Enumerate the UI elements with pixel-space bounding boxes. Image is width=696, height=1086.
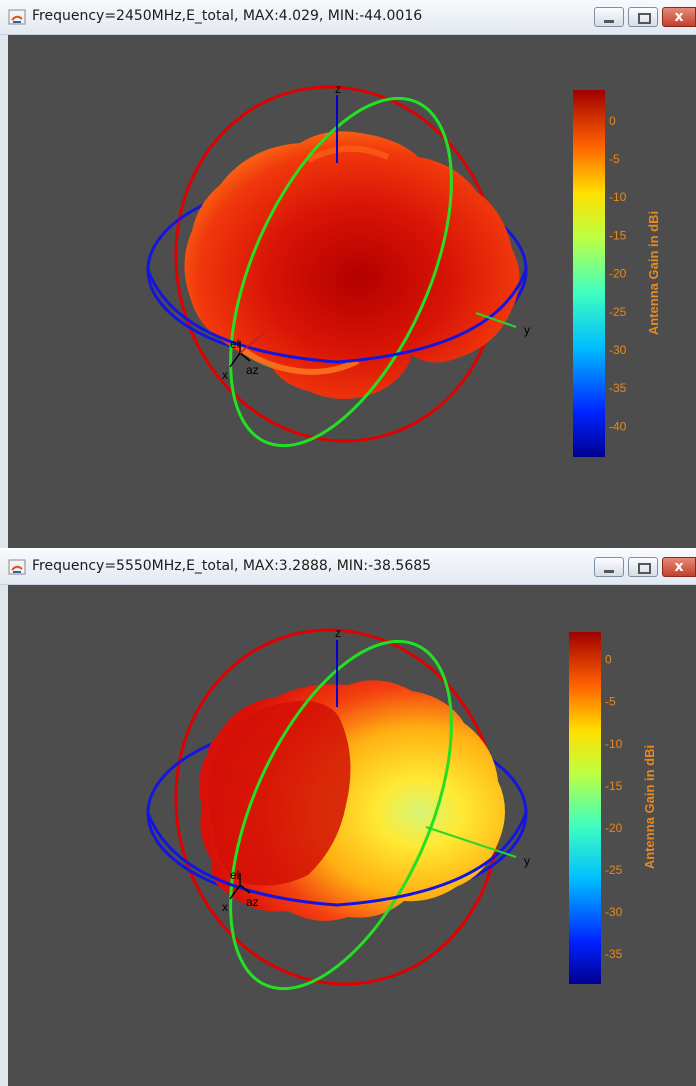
surface-lobe <box>306 145 390 163</box>
close-icon: x <box>674 559 684 575</box>
colorbar-tick-label: 0 <box>609 114 616 128</box>
az-label: az <box>246 363 259 377</box>
green-elevation-ring <box>229 639 453 991</box>
z-axis-label: z <box>335 626 341 640</box>
triad-pointer <box>239 330 267 354</box>
el-label: el <box>230 868 239 882</box>
colorbar-tick-label: -5 <box>609 152 620 166</box>
colorbar-tick-label: -15 <box>605 779 623 793</box>
java-app-icon <box>8 559 26 575</box>
colorbar-tick-label: -10 <box>609 190 627 204</box>
radiation-pattern-surface <box>184 131 520 399</box>
colorbar <box>569 632 601 984</box>
z-axis-label: z <box>335 82 341 96</box>
el-label: el <box>230 337 239 351</box>
colorbar-tick-label: -30 <box>609 343 627 357</box>
colorbar-tick-label: -35 <box>605 947 623 961</box>
colorbar-tick-label: 0 <box>605 653 612 667</box>
colorbar-tick-label: -5 <box>605 695 616 709</box>
colorbar-tick-label: -10 <box>605 737 623 751</box>
close-button[interactable]: x <box>662 557 696 577</box>
plot-canvas[interactable]: z y el x az 0 -5 -10 -15 -20 -25 -30 -35 Antenn… <box>8 585 696 1086</box>
y-axis <box>425 826 517 858</box>
colorbar-ticks: 0 -5 -10 -15 -20 -25 -30 -35 <box>605 653 623 961</box>
colorbar-tick-label: -20 <box>609 267 627 281</box>
colorbar-label: Antenna Gain in dBi <box>646 211 661 335</box>
radiation-pattern-plot[interactable]: z y el x az 0 -5 -10 -15 -20 -25 -30 -35 Antenn… <box>8 585 696 1086</box>
radiation-pattern-window-2450: Frequency=2450MHz,E_total, MAX:4.029, MI… <box>0 0 696 548</box>
window-title: Frequency=5550MHz,E_total, MAX:3.2888, M… <box>32 558 432 574</box>
triad-az <box>239 884 251 894</box>
plot-canvas[interactable]: z y el x az 0 -5 -10 -15 -20 -25 -30 -35 -40 Ant… <box>8 35 696 548</box>
x-axis-label: x <box>222 900 228 914</box>
title-bar[interactable]: Frequency=5550MHz,E_total, MAX:3.2888, M… <box>0 550 696 585</box>
colorbar-tick-label: -25 <box>605 863 623 877</box>
close-button[interactable]: x <box>662 7 696 27</box>
minimize-icon <box>604 570 614 573</box>
y-axis <box>475 312 517 328</box>
blue-azimuth-ring-front <box>146 812 528 907</box>
java-app-icon <box>8 9 26 25</box>
colorbar-tick-label: -20 <box>605 821 623 835</box>
x-axis-label: x <box>222 368 228 382</box>
colorbar-tick-label: -40 <box>609 419 627 433</box>
colorbar-tick-label: -30 <box>605 905 623 919</box>
green-elevation-ring <box>229 96 453 448</box>
window-title: Frequency=2450MHz,E_total, MAX:4.029, MI… <box>32 8 423 24</box>
maximize-icon <box>638 563 651 574</box>
colorbar-tick-label: -25 <box>609 305 627 319</box>
triad-az <box>239 352 251 362</box>
surface-lobe <box>235 342 360 375</box>
y-axis-label: y <box>524 854 530 868</box>
az-label: az <box>246 895 259 909</box>
colorbar-ticks: 0 -5 -10 -15 -20 -25 -30 -35 -40 <box>609 114 627 434</box>
close-icon: x <box>674 9 684 25</box>
y-axis-label: y <box>524 323 530 337</box>
colorbar-tick-label: -15 <box>609 228 627 242</box>
radiation-pattern-plot[interactable]: z y el x az 0 -5 -10 -15 -20 -25 -30 -35 -40 Ant… <box>8 35 696 548</box>
radiation-pattern-window-5550: Frequency=5550MHz,E_total, MAX:3.2888, M… <box>0 550 696 1086</box>
triad-x <box>229 352 241 368</box>
minimize-button[interactable] <box>594 7 624 27</box>
title-bar[interactable]: Frequency=2450MHz,E_total, MAX:4.029, MI… <box>0 0 696 35</box>
maximize-button[interactable] <box>628 7 658 27</box>
triad-x <box>229 884 241 900</box>
maximize-icon <box>638 13 651 24</box>
blue-azimuth-ring-front <box>146 269 528 364</box>
colorbar <box>573 90 605 457</box>
colorbar-label: Antenna Gain in dBi <box>642 745 657 869</box>
surface-red-lobe <box>208 700 351 886</box>
colorbar-tick-label: -35 <box>609 381 627 395</box>
minimize-button[interactable] <box>594 557 624 577</box>
minimize-icon <box>604 20 614 23</box>
maximize-button[interactable] <box>628 557 658 577</box>
